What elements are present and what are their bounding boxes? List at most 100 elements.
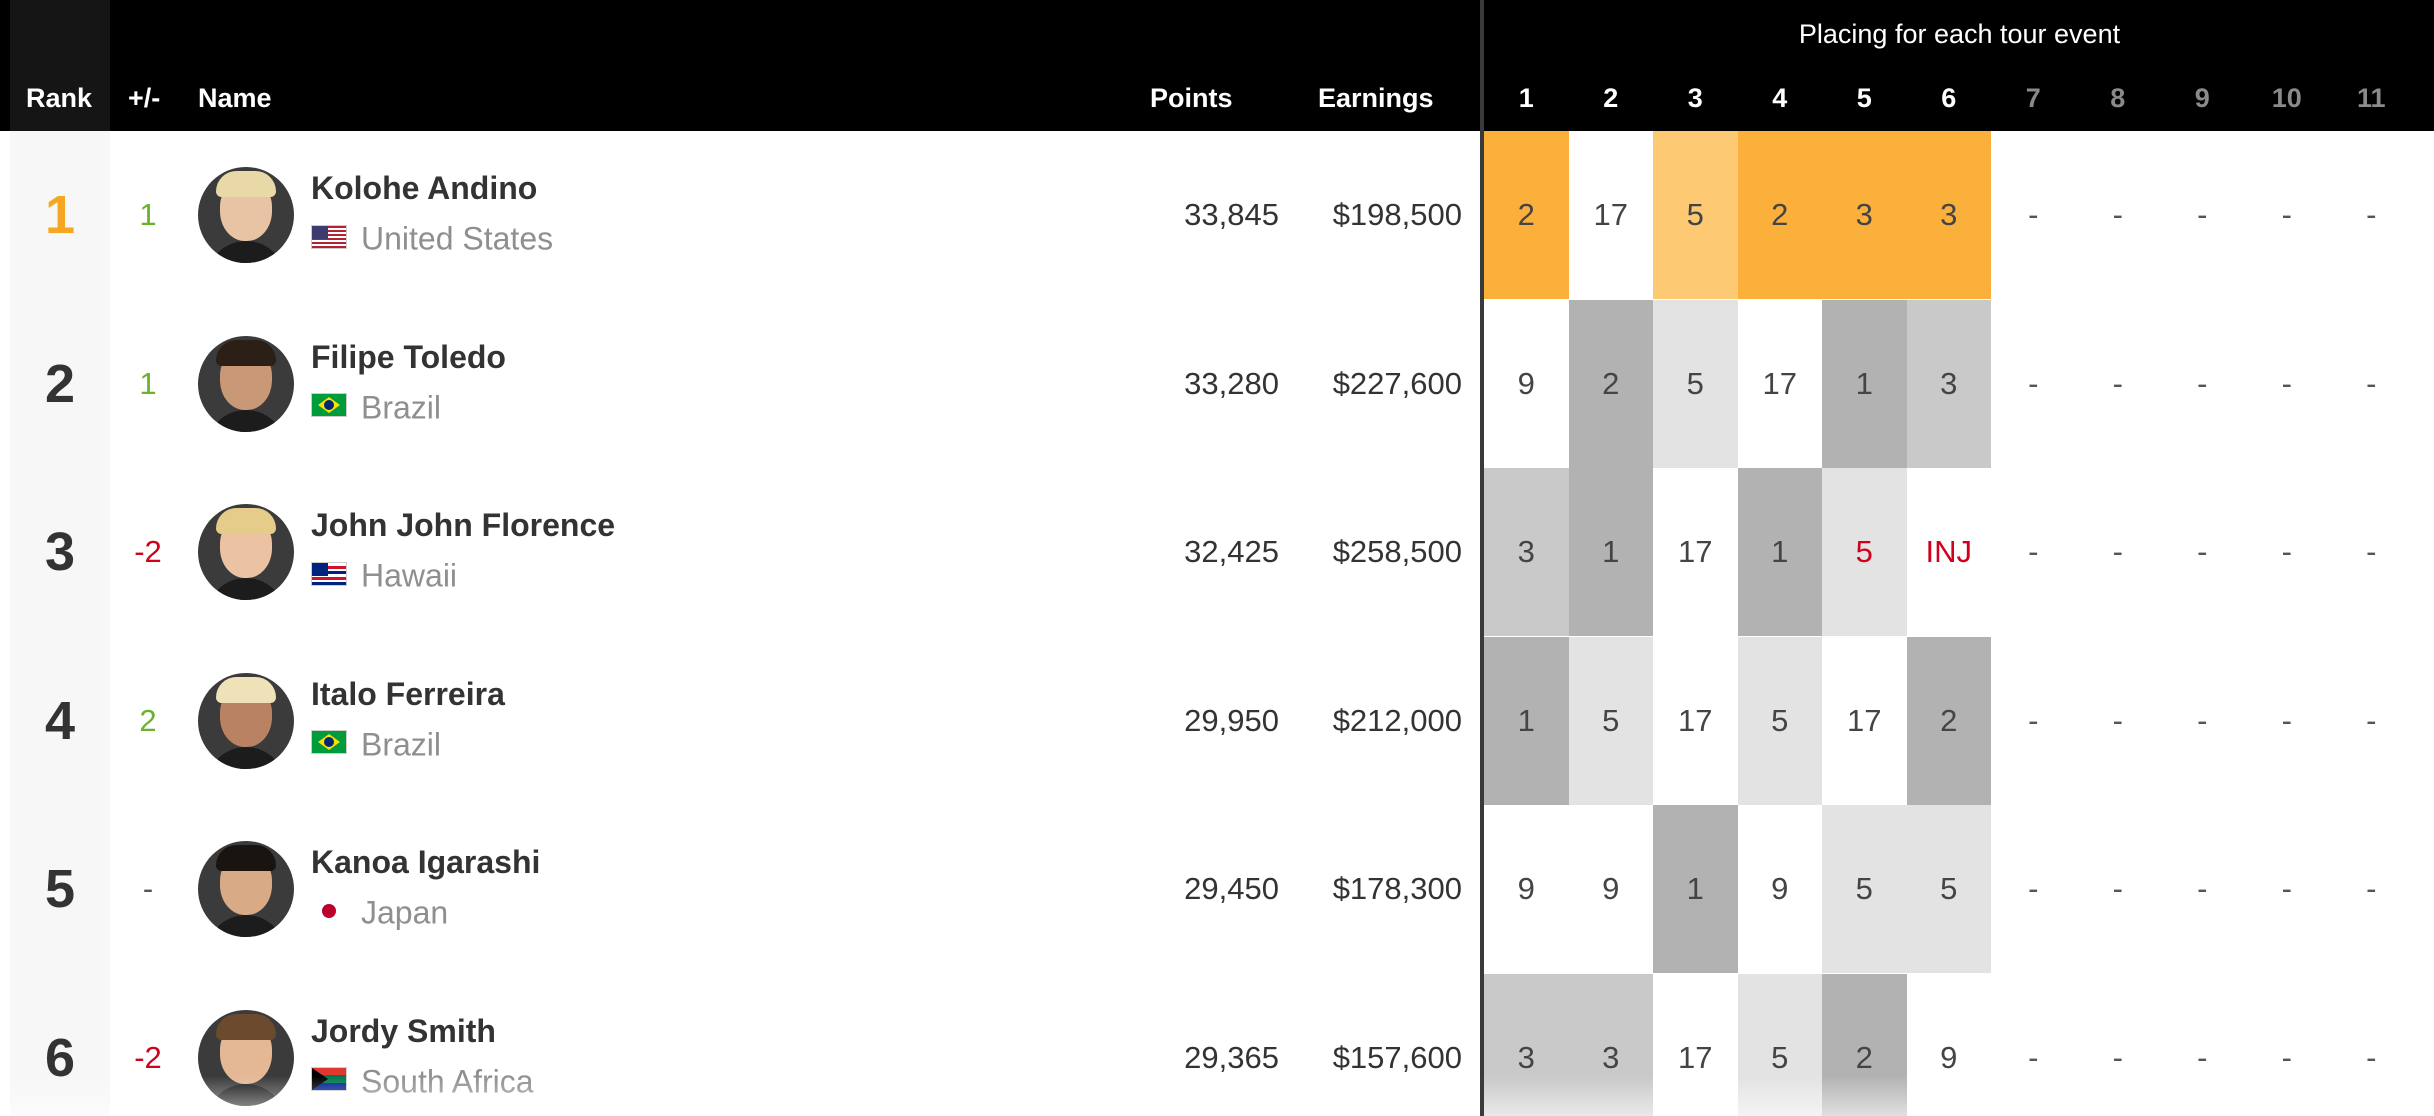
event-header-3[interactable]: 3 xyxy=(1687,83,1703,113)
surfer-country: Brazil xyxy=(311,386,441,427)
brazil-flag-icon xyxy=(311,393,347,418)
event-header-11[interactable]: 11 xyxy=(2356,83,2386,113)
earnings-value: $227,600 xyxy=(1332,365,1462,401)
event-placing-cell: 2 xyxy=(1568,299,1653,468)
rank-header-bg xyxy=(10,0,110,131)
surfer-name[interactable]: Kanoa Igarashi xyxy=(311,844,541,880)
rank-number: 2 xyxy=(44,353,76,414)
event-placing-cell: 17 xyxy=(1678,702,1713,738)
surfer-avatar[interactable] xyxy=(198,1009,294,1106)
points-value: 29,450 xyxy=(1184,871,1279,906)
table-row[interactable]: 2 17 5 2 3 3- - - - -1 1 Kolohe Andino United States… xyxy=(0,131,2434,299)
points-header[interactable]: Points xyxy=(1150,83,1233,113)
table-row[interactable]: 1 5 17 5 17 2 - - - - - 4 2 Italo Ferreira Brazil 29,95… xyxy=(0,636,2434,805)
name-header[interactable]: Name xyxy=(198,83,272,113)
event-placing-cell: - xyxy=(2112,871,2123,906)
event-placing-cell: 5 xyxy=(1822,468,1907,636)
avatar-shirt xyxy=(206,578,286,600)
event-placing-cell: 9 xyxy=(1517,365,1535,401)
event-header-4[interactable]: 4 xyxy=(1772,83,1788,113)
country-name: United States xyxy=(361,220,554,257)
table-header: Rank +/- Name Points Earnings Placing fo… xyxy=(0,0,2434,131)
table-row[interactable]: 3 3 17 5 2 9 - - - - - 6 -2 Jordy Smith South Africa 29… xyxy=(0,973,2434,1116)
earnings-value: $258,500 xyxy=(1332,534,1462,569)
event-placing-cell: - xyxy=(2112,365,2123,401)
event-placing-cell: 2 xyxy=(1906,636,1991,805)
event-header-10[interactable]: 10 xyxy=(2271,83,2302,113)
avatar-hair xyxy=(216,676,276,703)
japan-flag-icon xyxy=(311,899,347,923)
surfer-name[interactable]: Filipe Toledo xyxy=(311,338,506,375)
avatar-shirt xyxy=(206,409,286,432)
surfer-avatar[interactable] xyxy=(198,335,294,432)
event-placing-cell: 9 xyxy=(1771,871,1789,906)
points-value: 29,365 xyxy=(1184,1039,1279,1075)
earnings-value: $198,500 xyxy=(1332,197,1462,232)
surfer-avatar[interactable] xyxy=(198,167,294,263)
brazil-flag-icon xyxy=(311,730,347,755)
event-placing-cell: - xyxy=(2197,871,2208,906)
points-value: 32,425 xyxy=(1184,534,1279,569)
event-placing-cell: 17 xyxy=(1678,534,1713,569)
event-placing-cell: 5 xyxy=(1653,299,1738,468)
country-name: Hawaii xyxy=(361,557,458,594)
points-value: 33,280 xyxy=(1184,365,1279,401)
avatar-shirt xyxy=(206,915,286,937)
event-placing-cell: - xyxy=(2028,534,2039,569)
surfer-name[interactable]: Kolohe Andino xyxy=(311,170,538,206)
event-placing-cell: - xyxy=(2281,702,2292,738)
events-group-title: Placing for each tour event xyxy=(1798,19,2121,49)
event-placing-cell: - xyxy=(2197,365,2208,401)
event-placing-cell: 17 xyxy=(1847,702,1882,738)
country-name: Brazil xyxy=(361,726,442,763)
event-placing-cell: INJ xyxy=(1925,534,1973,569)
south-africa-flag-icon xyxy=(311,1067,347,1092)
table-row[interactable]: 9 9 1 9 5 5- - - - -5- Kanoa Igarashi Japan 29,450 $1… xyxy=(0,805,2434,973)
event-header-9[interactable]: 9 xyxy=(2194,83,2210,113)
country-name: Japan xyxy=(361,894,449,931)
event-header-8[interactable]: 8 xyxy=(2110,83,2126,113)
rank-change: - xyxy=(142,871,154,906)
surfer-country: United States xyxy=(311,217,553,258)
change-header[interactable]: +/- xyxy=(128,83,161,113)
points-value: 33,845 xyxy=(1184,197,1279,232)
surfer-avatar[interactable] xyxy=(198,672,294,769)
rank-change: 1 xyxy=(139,197,157,232)
event-placing-cell: - xyxy=(2366,871,2377,906)
column-divider xyxy=(1480,0,1484,1116)
surfer-avatar[interactable] xyxy=(198,841,294,937)
rank-number: 6 xyxy=(44,1027,76,1088)
event-header-7[interactable]: 7 xyxy=(2025,83,2041,113)
event-placing-cell: 5 xyxy=(1737,636,1822,805)
avatar-shirt xyxy=(206,1083,286,1106)
event-placing-cell: 3 xyxy=(1906,299,1991,468)
table-row[interactable]: 9 2 5 17 1 3- - - - -2 1 Filipe Toledo Brazil 33,280 $… xyxy=(0,299,2434,468)
event-placing-cell: 5 xyxy=(1653,131,1738,299)
surfer-name[interactable]: John John Florence xyxy=(311,507,616,543)
surfer-avatar[interactable] xyxy=(198,504,294,600)
event-placing-cell: - xyxy=(2281,534,2292,569)
earnings-header[interactable]: Earnings xyxy=(1318,83,1434,113)
event-placing-cell: 1 xyxy=(1484,636,1569,805)
event-header-2[interactable]: 2 xyxy=(1603,83,1619,113)
surfer-name[interactable]: Jordy Smith xyxy=(311,1012,496,1049)
rank-header[interactable]: Rank xyxy=(26,83,93,113)
event-placing-cell: 2 xyxy=(1484,131,1569,299)
surfer-name[interactable]: Italo Ferreira xyxy=(311,675,505,712)
table-row[interactable]: 3 1 17 1 5 INJ - - - - -3 -2 John John Florence Hawai… xyxy=(0,468,2434,636)
points-value: 29,950 xyxy=(1184,702,1279,738)
avatar-shirt xyxy=(206,241,286,263)
event-header-5[interactable]: 5 xyxy=(1856,83,1872,113)
event-placing-cell: 17 xyxy=(1593,197,1628,232)
event-placing-cell: - xyxy=(2197,534,2208,569)
event-header-6[interactable]: 6 xyxy=(1941,83,1957,113)
event-placing-cell: 1 xyxy=(1653,805,1738,973)
event-header-1[interactable]: 1 xyxy=(1518,83,1534,113)
event-placing-cell: - xyxy=(2197,702,2208,738)
event-placing-cell: 3 xyxy=(1484,468,1569,636)
event-placing-cell: 9 xyxy=(1517,871,1535,906)
rank-change: -2 xyxy=(134,1039,162,1075)
event-placing-cell: 3 xyxy=(1906,131,1991,299)
event-placing-cell: - xyxy=(2366,365,2377,401)
event-placing-cell: 9 xyxy=(1940,1039,1958,1075)
